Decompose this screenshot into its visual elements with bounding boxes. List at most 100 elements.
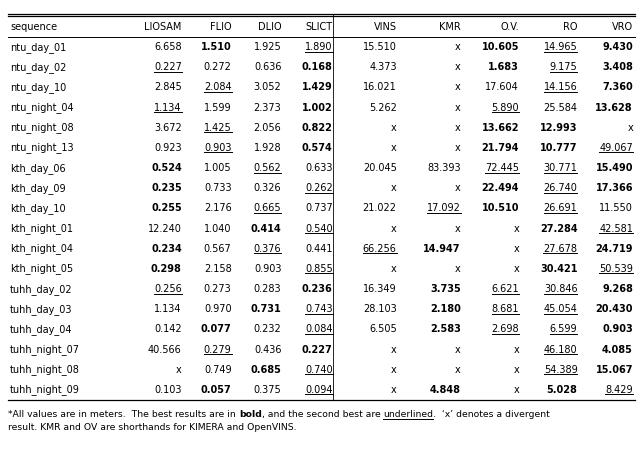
- Text: x: x: [391, 344, 397, 355]
- Text: 0.103: 0.103: [154, 385, 182, 395]
- Text: 0.414: 0.414: [251, 224, 282, 233]
- Text: x: x: [627, 123, 633, 133]
- Text: 0.574: 0.574: [302, 143, 333, 153]
- Text: 0.540: 0.540: [305, 224, 333, 233]
- Text: O.V.: O.V.: [500, 22, 519, 32]
- Text: 4.085: 4.085: [602, 344, 633, 355]
- Text: 0.903: 0.903: [204, 143, 232, 153]
- Text: 0.298: 0.298: [151, 264, 182, 274]
- Text: x: x: [391, 123, 397, 133]
- Text: 8.681: 8.681: [492, 304, 519, 314]
- Text: 22.494: 22.494: [482, 183, 519, 193]
- Text: x: x: [455, 365, 461, 375]
- Text: ntu_day_01: ntu_day_01: [10, 42, 67, 53]
- Text: 0.227: 0.227: [154, 62, 182, 72]
- Text: x: x: [455, 344, 461, 355]
- Text: tuhh_day_02: tuhh_day_02: [10, 284, 72, 295]
- Text: 6.658: 6.658: [154, 42, 182, 52]
- Text: 26.691: 26.691: [544, 203, 577, 213]
- Text: 2.583: 2.583: [430, 325, 461, 335]
- Text: LIOSAM: LIOSAM: [145, 22, 182, 32]
- Text: sequence: sequence: [10, 22, 57, 32]
- Text: RO: RO: [563, 22, 577, 32]
- Text: 2.158: 2.158: [204, 264, 232, 274]
- Text: 0.749: 0.749: [204, 365, 232, 375]
- Text: 17.366: 17.366: [595, 183, 633, 193]
- Text: x: x: [455, 143, 461, 153]
- Text: x: x: [455, 183, 461, 193]
- Text: 0.375: 0.375: [253, 385, 282, 395]
- Text: underlined: underlined: [383, 410, 433, 419]
- Text: 9.268: 9.268: [602, 284, 633, 294]
- Text: 30.846: 30.846: [544, 284, 577, 294]
- Text: 66.256: 66.256: [363, 244, 397, 254]
- Text: 0.326: 0.326: [254, 183, 282, 193]
- Text: x: x: [391, 385, 397, 395]
- Text: 1.890: 1.890: [305, 42, 333, 52]
- Text: 2.180: 2.180: [430, 304, 461, 314]
- Text: x: x: [391, 264, 397, 274]
- Text: 25.584: 25.584: [543, 102, 577, 113]
- Text: 9.430: 9.430: [602, 42, 633, 52]
- Text: 2.084: 2.084: [204, 83, 232, 92]
- Text: 0.567: 0.567: [204, 244, 232, 254]
- Text: 10.510: 10.510: [482, 203, 519, 213]
- Text: 0.903: 0.903: [254, 264, 282, 274]
- Text: 1.683: 1.683: [488, 62, 519, 72]
- Text: 24.719: 24.719: [595, 244, 633, 254]
- Text: x: x: [513, 365, 519, 375]
- Text: 3.408: 3.408: [602, 62, 633, 72]
- Text: 0.923: 0.923: [154, 143, 182, 153]
- Text: 0.272: 0.272: [204, 62, 232, 72]
- Text: 3.735: 3.735: [430, 284, 461, 294]
- Text: ntu_night_04: ntu_night_04: [10, 102, 74, 113]
- Text: 50.539: 50.539: [599, 264, 633, 274]
- Text: 0.562: 0.562: [253, 163, 282, 173]
- Text: 1.134: 1.134: [154, 304, 182, 314]
- Text: *All values are in meters.  The best results are in: *All values are in meters. The best resu…: [8, 410, 239, 419]
- Text: 0.084: 0.084: [305, 325, 333, 335]
- Text: 54.389: 54.389: [544, 365, 577, 375]
- Text: 0.633: 0.633: [305, 163, 333, 173]
- Text: x: x: [455, 264, 461, 274]
- Text: 0.256: 0.256: [154, 284, 182, 294]
- Text: x: x: [455, 62, 461, 72]
- Text: 26.740: 26.740: [543, 183, 577, 193]
- Text: 1.425: 1.425: [204, 123, 232, 133]
- Text: 0.822: 0.822: [302, 123, 333, 133]
- Text: kth_night_05: kth_night_05: [10, 264, 73, 274]
- Text: 1.002: 1.002: [302, 102, 333, 113]
- Text: 0.855: 0.855: [305, 264, 333, 274]
- Text: 2.373: 2.373: [253, 102, 282, 113]
- Text: x: x: [391, 224, 397, 233]
- Text: 13.628: 13.628: [595, 102, 633, 113]
- Text: VRO: VRO: [612, 22, 633, 32]
- Text: 28.103: 28.103: [363, 304, 397, 314]
- Text: tuhh_day_04: tuhh_day_04: [10, 324, 72, 335]
- Text: 3.052: 3.052: [253, 83, 282, 92]
- Text: 0.665: 0.665: [254, 203, 282, 213]
- Text: 0.273: 0.273: [204, 284, 232, 294]
- Text: 0.234: 0.234: [151, 244, 182, 254]
- Text: 0.685: 0.685: [250, 365, 282, 375]
- Text: SLICT: SLICT: [305, 22, 333, 32]
- Text: 46.180: 46.180: [544, 344, 577, 355]
- Text: 45.054: 45.054: [543, 304, 577, 314]
- Text: x: x: [391, 183, 397, 193]
- Text: 1.925: 1.925: [253, 42, 282, 52]
- Text: 4.848: 4.848: [430, 385, 461, 395]
- Text: ntu_night_13: ntu_night_13: [10, 142, 74, 154]
- Text: x: x: [455, 42, 461, 52]
- Text: 30.771: 30.771: [543, 163, 577, 173]
- Text: 7.360: 7.360: [602, 83, 633, 92]
- Text: 14.965: 14.965: [544, 42, 577, 52]
- Text: 1.599: 1.599: [204, 102, 232, 113]
- Text: 6.505: 6.505: [369, 325, 397, 335]
- Text: 27.678: 27.678: [543, 244, 577, 254]
- Text: 0.094: 0.094: [305, 385, 333, 395]
- Text: 27.284: 27.284: [540, 224, 577, 233]
- Text: 1.429: 1.429: [302, 83, 333, 92]
- Text: 2.056: 2.056: [253, 123, 282, 133]
- Text: 5.262: 5.262: [369, 102, 397, 113]
- Text: 0.057: 0.057: [201, 385, 232, 395]
